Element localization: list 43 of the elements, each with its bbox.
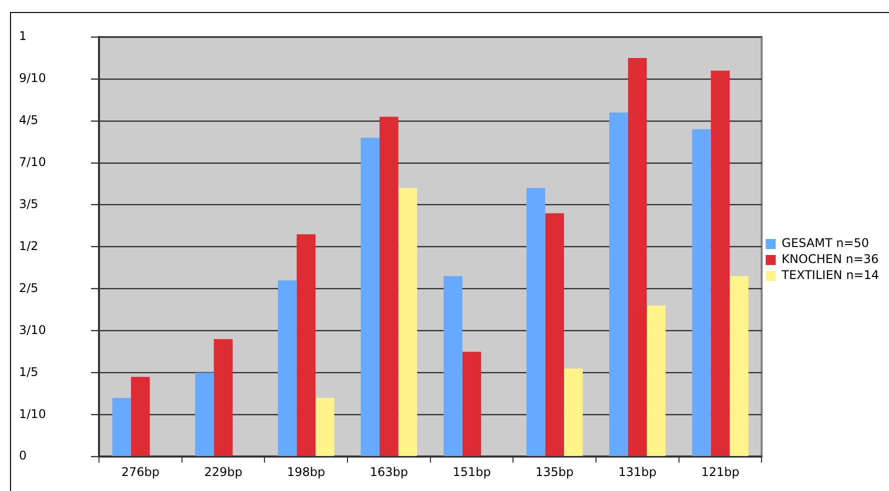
bar xyxy=(398,188,418,456)
y-tick-label: 7/10 xyxy=(19,155,46,170)
y-tick-label: 1/10 xyxy=(19,406,46,421)
y-tick-label: 0 xyxy=(19,448,27,463)
x-tick-label: 121bp xyxy=(701,464,740,479)
bar xyxy=(462,352,482,456)
bar xyxy=(609,112,628,456)
bar xyxy=(564,368,583,456)
x-tick-label: 229bp xyxy=(204,464,242,479)
bar xyxy=(628,58,647,456)
y-tick-label: 4/5 xyxy=(19,113,38,128)
bar xyxy=(692,129,711,456)
bar xyxy=(315,398,334,456)
x-tick-label: 198bp xyxy=(287,464,326,479)
y-tick-label: 1/2 xyxy=(19,238,38,253)
bar xyxy=(646,306,666,456)
bar xyxy=(131,376,150,456)
y-tick-label: 1/5 xyxy=(19,364,38,379)
x-tick-label: 131bp xyxy=(618,464,656,479)
x-tick-label: 135bp xyxy=(536,464,574,479)
y-tick-label: 3/5 xyxy=(19,196,38,211)
bar xyxy=(296,234,316,456)
legend-label: GESAMT n=50 xyxy=(782,236,870,250)
y-tick-label: 9/10 xyxy=(19,71,46,86)
bar xyxy=(214,339,233,456)
x-tick-label: 151bp xyxy=(452,464,491,479)
bar xyxy=(112,398,132,456)
bar xyxy=(526,188,546,456)
y-tick-label: 2/5 xyxy=(19,280,38,295)
bar xyxy=(710,70,730,456)
legend-label: TEXTILIEN n=14 xyxy=(780,268,880,282)
x-tick-label: 276bp xyxy=(121,464,160,479)
bar xyxy=(444,276,462,456)
legend-label: KNOCHEN n=36 xyxy=(782,252,879,266)
bar xyxy=(730,276,748,456)
y-tick-label: 1 xyxy=(19,29,27,44)
y-tick-label: 3/10 xyxy=(19,322,46,337)
bar xyxy=(380,116,398,456)
x-tick-label: 163bp xyxy=(370,464,408,479)
bar xyxy=(360,138,380,456)
bar xyxy=(545,213,564,456)
bar xyxy=(278,280,297,456)
bar xyxy=(195,372,214,456)
